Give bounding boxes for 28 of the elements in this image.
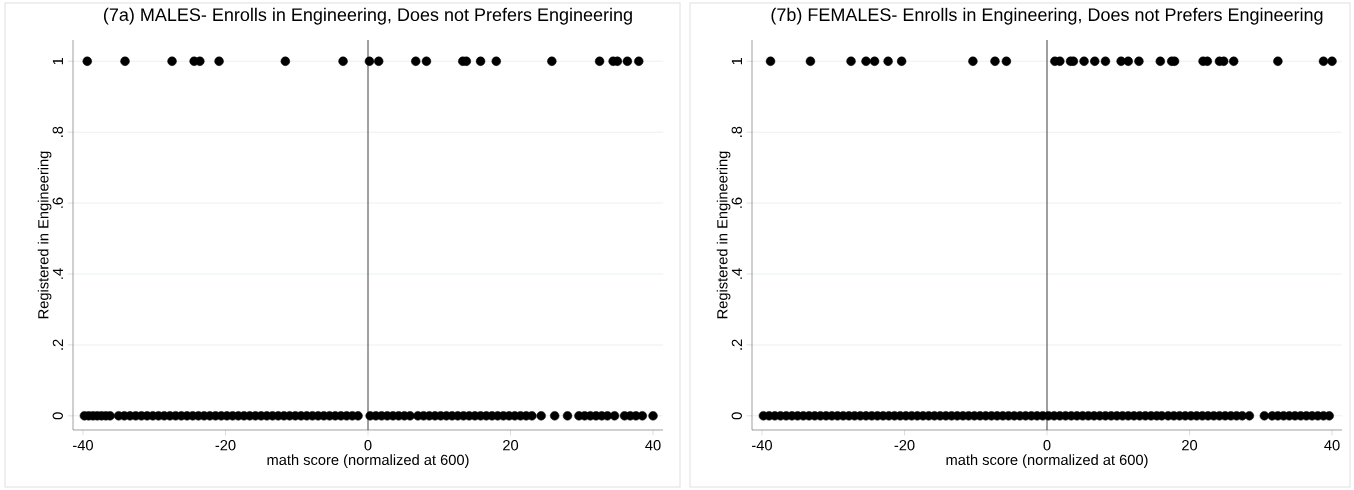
x-tick-label: -40 [752,440,772,451]
y-tick-label: 1 [52,57,63,65]
y-tick-label: 0 [52,412,63,420]
x-tick-label: 40 [645,440,661,451]
x-tick-label: 0 [1043,440,1051,451]
y-tick-label: 0 [731,412,742,420]
x-tick-label: 40 [1324,440,1340,451]
y-tick-label: .4 [731,268,742,279]
chart-title: (7b) FEMALES- Enrolls in Engineering, Does not Prefers Engineering [771,7,1323,25]
x-tick-label: 20 [503,440,519,451]
x-tick-label: -40 [73,440,93,451]
y-tick-label: .2 [731,339,742,350]
y-tick-label: .6 [731,197,742,208]
x-axis-title: math score (normalized at 600) [267,454,469,468]
y-tick-label: .8 [52,126,63,137]
chart-title: (7a) MALES- Enrolls in Engineering, Does not Prefers Engineering [103,7,632,25]
x-tick-label: -20 [894,440,915,451]
x-tick-label: 0 [364,440,372,451]
y-tick-label: .8 [731,126,742,137]
x-tick-label: 20 [1182,440,1198,451]
y-tick-label: .6 [52,197,63,208]
x-axis-title: math score (normalized at 600) [946,454,1148,468]
y-tick-label: .4 [52,268,63,279]
y-tick-label: 1 [731,57,742,65]
x-tick-label: -20 [215,440,236,451]
y-axis-title: Registered in Engineering [716,151,731,319]
y-axis-title: Registered in Engineering [37,151,52,319]
y-tick-label: .2 [52,339,63,350]
